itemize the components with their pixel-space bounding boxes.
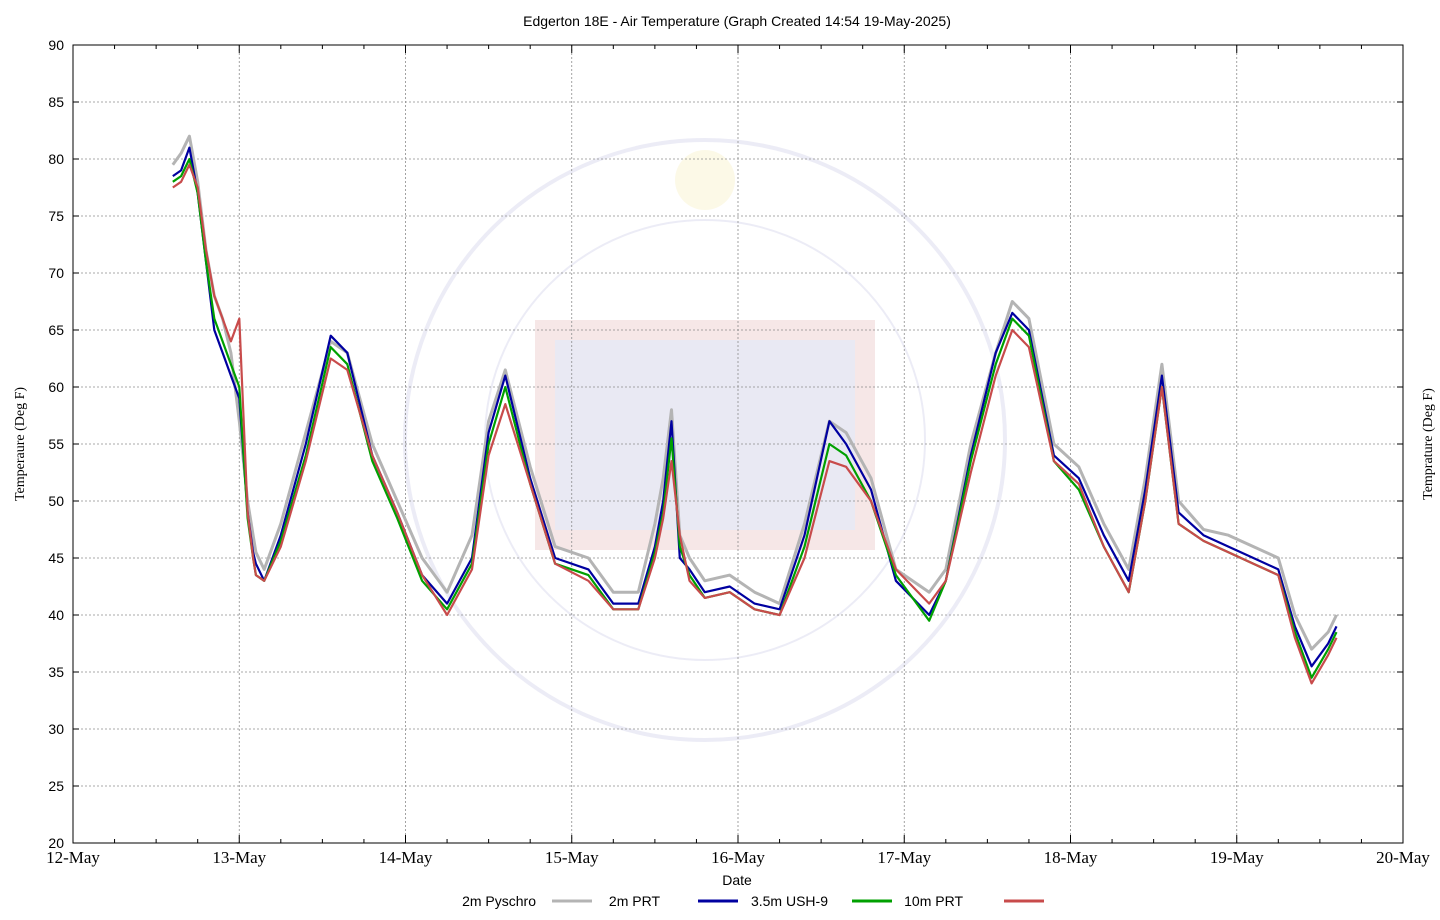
- y-tick-label: 60: [48, 379, 64, 395]
- seal-sun-icon: [675, 150, 735, 210]
- x-tick-label: 14-May: [379, 848, 433, 867]
- chart-title: Edgerton 18E - Air Temperature (Graph Cr…: [523, 13, 951, 29]
- series-line-1: [172, 146, 1338, 668]
- y-tick-label: 25: [48, 778, 64, 794]
- x-tick-label: 16-May: [711, 848, 765, 867]
- series-line-3: [172, 163, 1338, 685]
- y-tick-label: 40: [48, 607, 64, 623]
- x-tick-label: 18-May: [1044, 848, 1098, 867]
- x-tick-label: 15-May: [545, 848, 599, 867]
- y-tick-label: 45: [48, 550, 64, 566]
- y-tick-label: 80: [48, 151, 64, 167]
- x-tick-label: 13-May: [212, 848, 266, 867]
- y-tick-label: 55: [48, 436, 64, 452]
- legend-label-2: 3.5m USH-9: [751, 893, 828, 909]
- seal-flag-field: [555, 340, 855, 530]
- legend-label-1: 2m PRT: [609, 893, 661, 909]
- y-tick-label: 65: [48, 322, 64, 338]
- legend-label-0: 2m Pyschro: [462, 893, 536, 909]
- y-tick-label: 90: [48, 37, 64, 53]
- y-tick-label: 50: [48, 493, 64, 509]
- series-layer: [171, 134, 1338, 685]
- legend-label-3: 10m PRT: [904, 893, 963, 909]
- x-tick-label: 17-May: [877, 848, 931, 867]
- y-tick-label: 85: [48, 94, 64, 110]
- y-tick-label: 70: [48, 265, 64, 281]
- y-tick-label: 20: [48, 835, 64, 851]
- wyoming-climate-office-seal-watermark: [403, 138, 1007, 742]
- y-tick-label: 75: [48, 208, 64, 224]
- seal-outer-ring: [403, 138, 1007, 742]
- axes: 20 25 30 35 40 45 50 55 60 65 70 75 80 85 90 12-May 13-M…: [46, 37, 1430, 867]
- seal-flag-border: [535, 320, 875, 550]
- x-tick-label: 19-May: [1210, 848, 1264, 867]
- y-axis-label-right: Temprature (Deg F): [1421, 388, 1436, 500]
- x-tick-label: 12-May: [46, 848, 100, 867]
- y-tick-label: 35: [48, 664, 64, 680]
- x-tick-label: 20-May: [1376, 848, 1430, 867]
- grid-lines: [73, 45, 1403, 843]
- y-tick-label: 30: [48, 721, 64, 737]
- x-axis-label: Date: [722, 872, 752, 888]
- y-axis-label-left: Temperaure (Deg F): [13, 387, 28, 501]
- legend: 2m Pyschro 2m PRT 3.5m USH-9 10m PRT: [462, 893, 1044, 909]
